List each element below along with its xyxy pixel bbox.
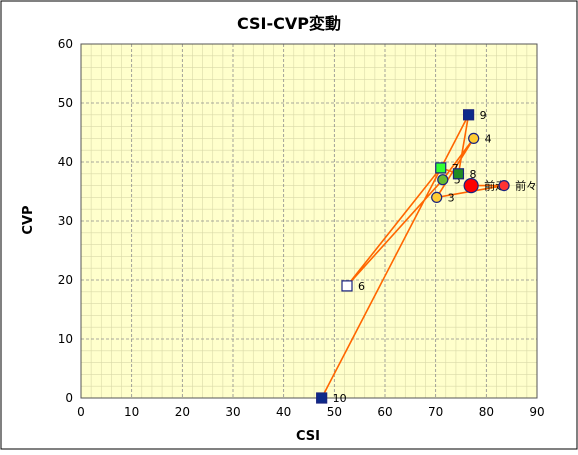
x-tick-label: 40 [276,405,291,419]
plot-border [80,43,538,399]
data-label-8: 8 [469,168,476,181]
data-point-7 [435,162,447,174]
x-tick-label: 0 [77,405,85,419]
y-tick-label: 20 [58,273,73,287]
x-tick-label: 10 [124,405,139,419]
y-axis-label: CVP [21,205,36,234]
y-tick-label: 10 [58,332,73,346]
data-point-9 [463,109,475,121]
data-label-5: 5 [454,174,461,187]
data-label-前々: 前々 [515,179,537,193]
data-point-5 [437,174,449,186]
x-tick-label: 80 [479,405,494,419]
data-point-6 [341,280,353,292]
x-axis-label: CSI [296,429,320,444]
y-tick-label: 60 [58,37,73,51]
data-point-10 [316,392,328,404]
x-tick-label: 60 [377,405,392,419]
data-label-9: 9 [480,109,487,122]
plot-area: 0102030405060708090010203040506034567891… [58,37,545,419]
y-tick-label: 30 [58,214,73,228]
data-label-4: 4 [485,132,492,145]
data-label-3: 3 [448,191,455,204]
data-point-3 [431,191,443,203]
chart-title: CSI-CVP変動 [237,14,341,33]
x-tick-label: 20 [175,405,190,419]
data-point-8 [452,168,465,180]
data-label-10: 10 [333,392,347,405]
data-point-前走 [463,178,479,194]
y-tick-label: 50 [58,96,73,110]
x-tick-label: 90 [529,405,544,419]
y-tick-label: 0 [65,391,73,405]
x-tick-label: 30 [225,405,240,419]
x-tick-label: 70 [428,405,443,419]
y-tick-label: 40 [58,155,73,169]
data-point-4 [468,132,480,144]
data-point-前々 [498,180,510,192]
x-tick-label: 50 [327,405,342,419]
data-label-6: 6 [358,280,365,293]
